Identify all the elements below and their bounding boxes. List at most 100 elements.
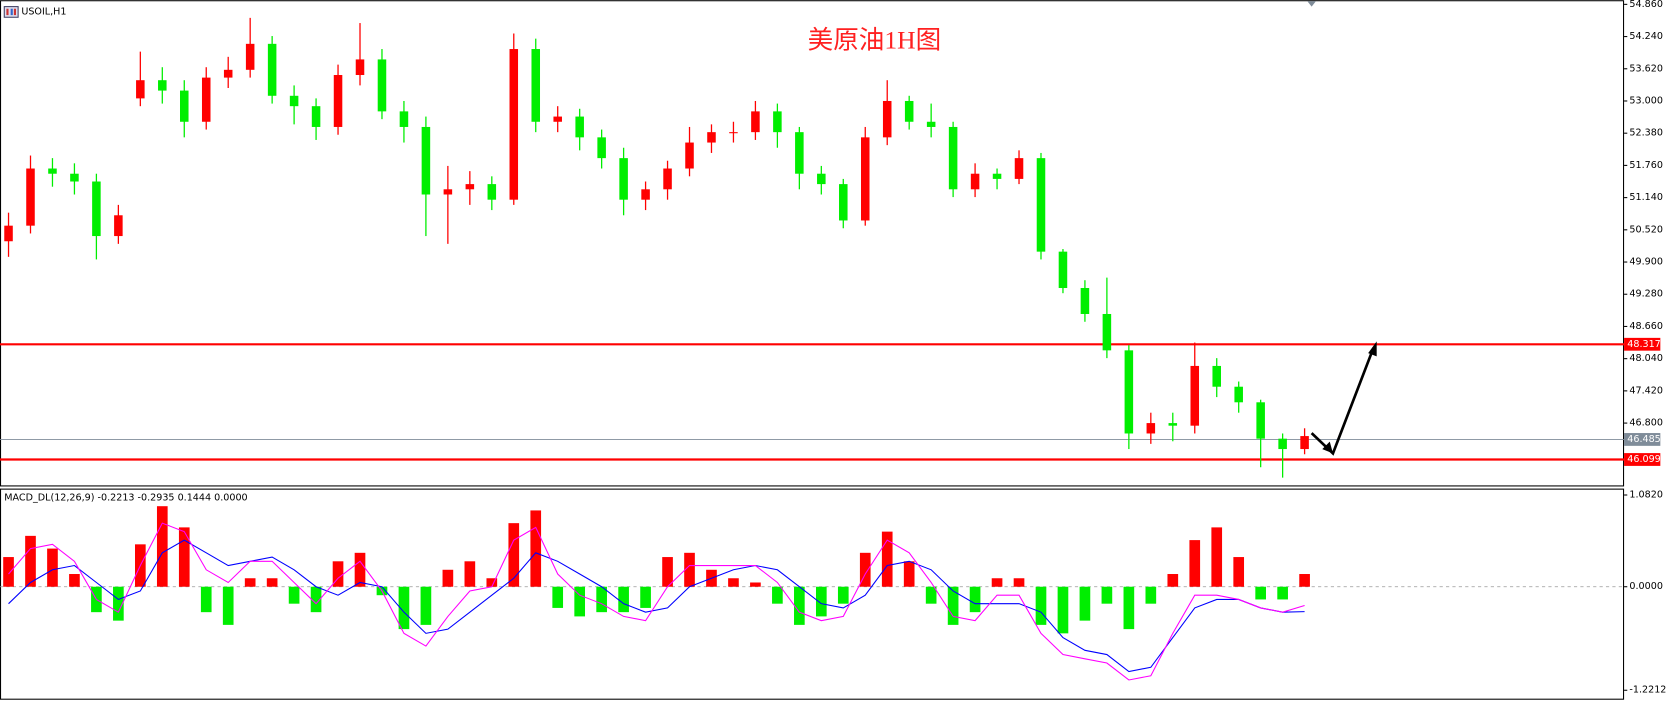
histogram-bar <box>25 535 36 587</box>
candle-body <box>92 181 101 237</box>
histogram-bar <box>596 586 607 613</box>
y-tick-label: 53.620 <box>1629 63 1663 74</box>
candle-body <box>333 75 343 127</box>
candle-body <box>575 116 584 138</box>
candle-body <box>597 137 606 159</box>
histogram-bar <box>728 578 739 587</box>
candle-body <box>970 173 980 190</box>
histogram-bar <box>815 586 827 617</box>
candle-body <box>1124 350 1134 434</box>
candle-body <box>926 121 936 127</box>
histogram-bar <box>1167 574 1179 587</box>
main-panel-frame <box>0 0 1625 487</box>
candle-body <box>1256 402 1265 439</box>
y-tick-label: 51.760 <box>1629 160 1663 171</box>
histogram-bar <box>881 531 893 587</box>
histogram-bar <box>1145 586 1157 604</box>
level-label: 46.099 <box>1627 454 1661 465</box>
candle-body <box>1278 438 1287 450</box>
candle-body <box>948 126 958 190</box>
macd-label: MACD_DL(12,26,9) -0.2213 -0.2935 0.1444 … <box>4 493 247 504</box>
histogram-bar <box>508 523 520 587</box>
histogram-bar <box>1101 586 1113 604</box>
level-box <box>1624 337 1661 351</box>
histogram-bar <box>925 586 937 604</box>
histogram-bar <box>772 586 783 604</box>
histogram-bar <box>486 578 498 587</box>
candle-body <box>992 173 1002 179</box>
y-tick-label: 53.000 <box>1629 95 1663 106</box>
histogram-bar <box>1035 586 1047 625</box>
histogram-bar <box>684 552 695 587</box>
histogram-bar <box>47 548 58 587</box>
shift-marker <box>1307 1 1316 7</box>
histogram-bar <box>1211 527 1223 587</box>
candle-body <box>1300 436 1309 450</box>
candle-body <box>245 43 255 70</box>
y-tick-label: 54.240 <box>1629 31 1663 42</box>
candle-body <box>311 106 321 127</box>
candle-body <box>1168 423 1178 426</box>
symbol-icon <box>3 6 19 18</box>
y-tick-label: 48.040 <box>1629 353 1663 364</box>
candle-body <box>795 132 804 174</box>
signal-line <box>8 539 1305 673</box>
candle-body <box>267 43 277 96</box>
candle-body <box>1146 423 1156 434</box>
forecast-arrows <box>1310 341 1377 456</box>
candle-body <box>839 184 848 221</box>
histogram-bar <box>464 561 476 587</box>
y-tick-label: 50.520 <box>1629 224 1663 235</box>
histogram-bar <box>310 586 322 613</box>
histogram-bar <box>552 586 564 608</box>
histogram-bar <box>794 586 805 625</box>
histogram-bar <box>903 561 915 587</box>
candle-body <box>377 59 387 112</box>
histogram-bar <box>991 578 1003 587</box>
candle-body <box>158 80 167 91</box>
candle-body <box>355 59 365 76</box>
candle-body <box>48 168 57 174</box>
candle-body <box>1190 365 1200 426</box>
histogram-bar <box>1013 578 1025 587</box>
candle-body <box>70 173 79 182</box>
candle-body <box>707 132 716 143</box>
candle-body <box>289 95 299 107</box>
level-box <box>1624 453 1661 466</box>
candle-body <box>4 225 13 242</box>
candle-body <box>1102 313 1112 351</box>
y-tick-label: 52.380 <box>1629 128 1663 139</box>
candle-body <box>201 77 211 122</box>
candle-body <box>553 116 562 122</box>
histogram-bar <box>618 586 629 613</box>
histogram-bar <box>1233 557 1245 587</box>
y-tick-label: -1.2212 <box>1629 685 1666 696</box>
histogram-bar <box>1057 586 1069 634</box>
histogram-bar <box>156 506 168 587</box>
candle-body <box>619 158 628 200</box>
candle-body <box>729 132 738 134</box>
histogram-bar <box>640 586 651 608</box>
y-tick-label: 48.660 <box>1629 321 1663 332</box>
histogram-bar <box>266 578 278 587</box>
candle-body <box>773 111 782 133</box>
histogram-bar <box>442 569 454 587</box>
candle-body <box>136 80 145 99</box>
candle-body <box>882 100 892 138</box>
candle-body <box>860 137 870 221</box>
macd-line <box>8 522 1305 681</box>
macd-panel-frame <box>0 488 1625 700</box>
candle-body <box>1080 288 1090 314</box>
current-price-box <box>1624 433 1661 446</box>
candle-body <box>114 215 123 237</box>
candle-body <box>817 173 826 185</box>
level-label: 48.317 <box>1627 339 1661 350</box>
histogram-bar <box>354 552 366 587</box>
histogram-bar <box>332 561 344 587</box>
y-tick-label: 51.140 <box>1629 192 1663 203</box>
y-tick-label: 1.0820 <box>1629 490 1663 501</box>
candle-body <box>685 142 694 169</box>
histogram-bar <box>398 586 410 630</box>
